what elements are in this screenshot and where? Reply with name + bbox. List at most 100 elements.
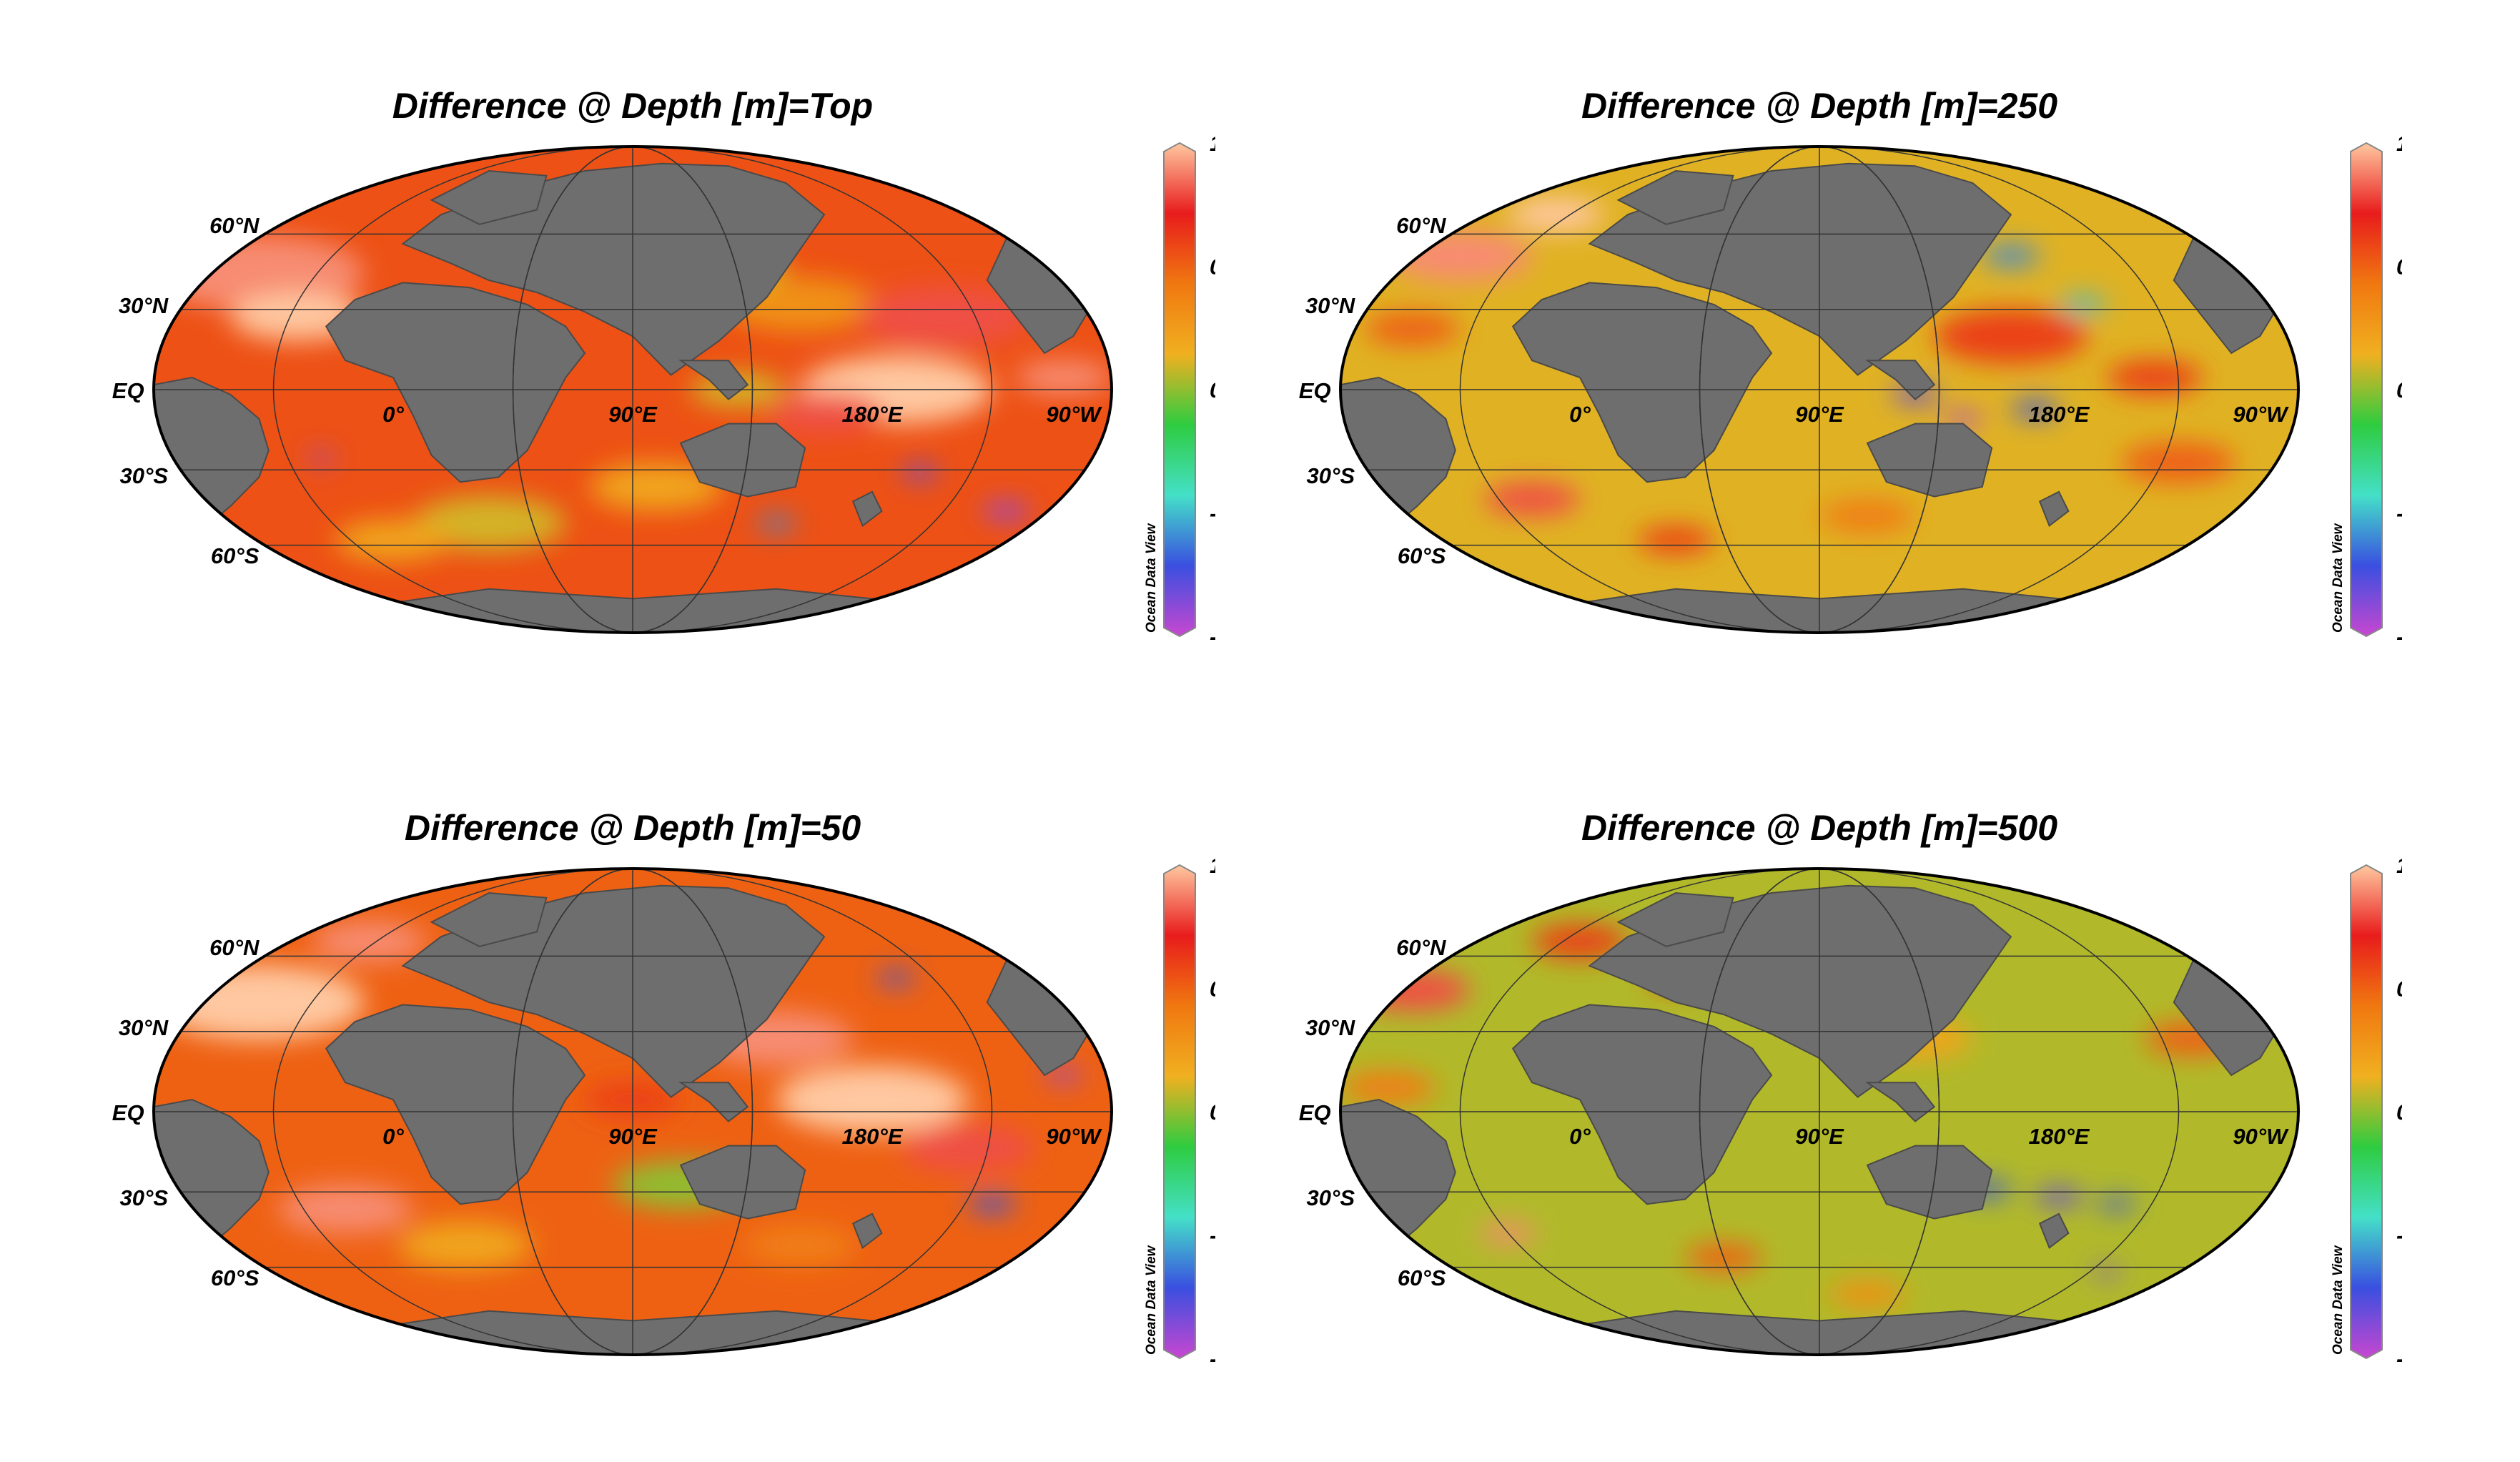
colorbar-tick-label: 0.5 — [1210, 255, 1215, 280]
lat-label: EQ — [1299, 1100, 1331, 1125]
colorbar-tick-label: 1 — [1210, 131, 1215, 156]
anomaly-blob — [743, 1225, 858, 1266]
land-greenland — [430, 891, 548, 947]
colorbar: 1 0.5 0 -0.5 -1 Ocean Data View — [2331, 131, 2402, 643]
anomaly-blob — [876, 971, 916, 985]
land-newzealand — [851, 490, 883, 527]
map-panel-1: Difference @ Depth [m]=Top 60°N 30°N EQ 30°S… — [0, 0, 1215, 643]
map-svg: Difference @ Depth [m]=Top 60°N 30°N EQ 30°S… — [112, 86, 1215, 643]
lat-label: 30°S — [1307, 1185, 1355, 1210]
anomaly-blob — [2092, 1267, 2122, 1278]
anomaly-blob — [776, 1065, 968, 1134]
land-australia — [679, 1145, 806, 1220]
anomaly-blob — [857, 286, 1031, 347]
lat-label: EQ — [112, 378, 144, 403]
land-newzealand — [2038, 490, 2070, 527]
anomaly-blob — [412, 495, 566, 551]
land-africa — [1511, 1004, 1773, 1205]
anomaly-blob — [1484, 482, 1580, 516]
lon-label: 0° — [382, 402, 404, 427]
colorbar-tick-label: -1 — [2396, 1346, 2402, 1365]
anomaly-blob — [1819, 499, 1915, 533]
colorbar: 1 0.5 0 -0.5 -1 Ocean Data View — [1144, 131, 1215, 643]
land-australia — [1866, 1145, 1993, 1220]
map-outline — [152, 145, 1113, 634]
land-layer — [154, 162, 1094, 633]
lat-label: 60°S — [1398, 1265, 1446, 1290]
lat-label: 30°N — [1305, 1015, 1355, 1040]
lat-label: 30°S — [120, 463, 169, 488]
panel-title: Difference @ Depth [m]=Top — [392, 86, 873, 126]
colorbar-tick-label: 1 — [2396, 131, 2402, 156]
colorbar: 1 0.5 0 -0.5 -1 Ocean Data View — [2331, 853, 2402, 1365]
graticule — [1340, 869, 2298, 1355]
land-africa — [325, 1004, 586, 1205]
anomaly-blob — [1637, 526, 1714, 554]
lat-label: 30°S — [1307, 463, 1355, 488]
lat-label: 60°S — [1398, 543, 1446, 568]
colorbar-credit: Ocean Data View — [1144, 1245, 1159, 1355]
lat-label: 60°S — [211, 543, 260, 568]
colorbar-credit: Ocean Data View — [2331, 1245, 2346, 1355]
anomaly-blob — [1532, 924, 1628, 959]
map-outline — [1339, 145, 2300, 634]
lat-label: EQ — [1299, 378, 1331, 403]
colorbar-tick-label: -0.5 — [2396, 501, 2402, 526]
land-layer — [1340, 162, 2281, 633]
map-outline — [152, 867, 1113, 1356]
lon-label: 90°E — [608, 402, 658, 427]
map-outline — [1339, 867, 2300, 1356]
graticule — [1340, 147, 2298, 633]
anomaly-blob — [2121, 442, 2236, 483]
graticule — [154, 869, 1112, 1355]
anomaly-blob — [968, 1195, 1016, 1213]
colorbar-tick-label: -0.5 — [2396, 1223, 2402, 1248]
anomaly-blob — [2059, 296, 2107, 313]
lat-label: 60°N — [1396, 213, 1446, 238]
anomaly-blob — [1340, 1070, 1436, 1105]
colorbar-tick-label: -1 — [2396, 624, 2402, 643]
anomaly-blob — [1982, 245, 2040, 267]
anomaly-blob — [2097, 1197, 2136, 1211]
lon-label: 0° — [1569, 1124, 1591, 1149]
anomaly-blob — [766, 393, 882, 435]
lon-label: 90°W — [2233, 402, 2289, 427]
panel-title: Difference @ Depth [m]=500 — [1581, 808, 2057, 848]
land-newzealand — [2038, 1212, 2070, 1249]
anomaly-blob — [2035, 1188, 2083, 1205]
map-panel-3: Difference @ Depth [m]=50 60°N 30°N EQ 30°S 6… — [0, 722, 1215, 1365]
colorbar-tick-label: 0 — [1210, 1100, 1215, 1125]
anomaly-blob — [1364, 312, 1461, 346]
colorbar-tick-label: 0 — [2396, 377, 2402, 402]
colorbar-tick-label: 1 — [2396, 853, 2402, 878]
land-layer — [1340, 884, 2281, 1355]
colorbar: 1 0.5 0 -0.5 -1 Ocean Data View — [1144, 853, 1215, 1365]
lon-label: 90°E — [608, 1124, 658, 1149]
lat-label: 60°S — [211, 1265, 260, 1290]
colorbar-tick-label: 1 — [1210, 853, 1215, 878]
land-africa — [1511, 282, 1773, 483]
anomaly-blob — [901, 1124, 1035, 1172]
lon-label: 0° — [1569, 402, 1591, 427]
lat-label: 60°N — [209, 935, 260, 960]
map-svg: Difference @ Depth [m]=250 60°N 30°N EQ 30°S… — [1299, 86, 2402, 643]
colorbar-tick-label: 0 — [1210, 377, 1215, 402]
land-layer — [154, 884, 1094, 1355]
anomaly-blob — [1934, 309, 2088, 364]
lon-label: 90°E — [1795, 1124, 1844, 1149]
anomaly-blob — [589, 463, 724, 511]
lon-label: 90°W — [2233, 1124, 2289, 1149]
anomaly-blob — [901, 465, 939, 480]
colorbar-tick-label: -1 — [1210, 1346, 1215, 1365]
map-panel-2: Difference @ Depth [m]=250 60°N 30°N EQ 30°S… — [1187, 0, 2402, 643]
lon-label: 90°E — [1795, 402, 1844, 427]
colorbar-tick-label: 0.5 — [2396, 255, 2402, 280]
anomaly-blob — [1016, 360, 1112, 395]
lon-label: 0° — [382, 1124, 404, 1149]
colorbar-tick-label: 0 — [2396, 1100, 2402, 1125]
land-greenland — [430, 169, 548, 225]
panel-title: Difference @ Depth [m]=250 — [1581, 86, 2057, 126]
lon-label: 180°E — [842, 402, 904, 427]
lon-label: 180°E — [2029, 402, 2090, 427]
map-panel-4: Difference @ Depth [m]=500 60°N 30°N EQ 30°S… — [1187, 722, 2402, 1365]
